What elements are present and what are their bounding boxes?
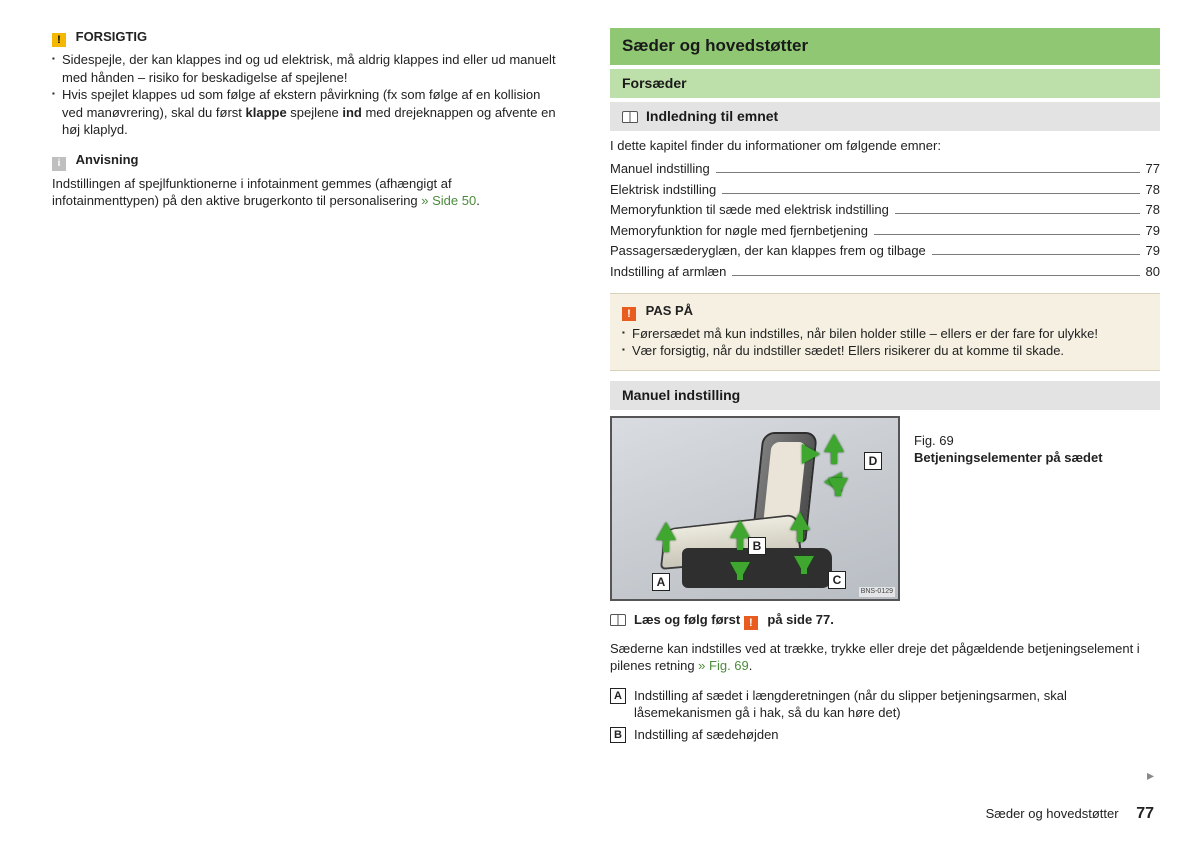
caution-b2-bold1: klappe <box>246 105 287 120</box>
danger-heading: ! PAS PÅ <box>622 302 1148 321</box>
note-label: Anvisning <box>76 152 139 167</box>
danger-label: PAS PÅ <box>646 303 693 318</box>
toc-row[interactable]: Manuel indstilling 77 <box>610 160 1160 178</box>
toc-row[interactable]: Elektrisk indstilling 78 <box>610 181 1160 199</box>
note-text-pre: Indstillingen af spejlfunktionerne i inf… <box>52 176 452 209</box>
item-key-A: A <box>610 688 626 704</box>
fig-label-D: D <box>864 452 882 470</box>
arrow-icon <box>730 562 750 580</box>
toc: I dette kapitel finder du informationer … <box>610 137 1160 281</box>
toc-row[interactable]: Memoryfunktion til sæde med elektrisk in… <box>610 201 1160 219</box>
caution-bullet-1: Sidespejle, der kan klappes ind og ud el… <box>52 51 562 86</box>
figure-caption-text: Betjeningselementer på sædet <box>914 449 1160 467</box>
toc-fill <box>716 172 1140 173</box>
toc-label: Memoryfunktion til sæde med elektrisk in… <box>610 201 889 219</box>
manual-desc-ref[interactable]: » Fig. 69 <box>698 658 749 673</box>
arrow-icon <box>802 444 820 464</box>
caution-label: FORSIGTIG <box>76 29 148 44</box>
toc-fill <box>874 234 1140 235</box>
caution-b2-mid: spejlene <box>287 105 343 120</box>
arrow-icon <box>794 556 814 574</box>
figure-caption: Fig. 69 Betjeningselementer på sædet <box>914 416 1160 601</box>
note-body: Indstillingen af spejlfunktionerne i inf… <box>52 175 562 210</box>
manual-desc: Sæderne kan indstilles ved at trække, tr… <box>610 640 1160 675</box>
footer-page-number: 77 <box>1136 805 1154 822</box>
page: ! FORSIGTIG Sidespejle, der kan klappes … <box>0 0 1200 747</box>
arrow-icon <box>790 512 810 530</box>
book-icon <box>622 111 638 123</box>
danger-bullet-2: Vær forsigtig, når du indstiller sædet! … <box>622 342 1148 360</box>
continue-icon: ▸ <box>1147 766 1154 785</box>
toc-page: 78 <box>1146 181 1160 199</box>
toc-fill <box>722 193 1139 194</box>
toc-label: Passagersæderyglæn, der kan klappes frem… <box>610 242 926 260</box>
footer-section: Sæder og hovedstøtter <box>986 806 1119 821</box>
caution-icon: ! <box>52 33 66 47</box>
danger-bullet-1: Førersædet må kun indstilles, når bilen … <box>622 325 1148 343</box>
manual-desc-post: . <box>749 658 753 673</box>
arrow-icon <box>824 434 844 452</box>
toc-label: Memoryfunktion for nøgle med fjernbetjen… <box>610 222 868 240</box>
danger-box: ! PAS PÅ Førersædet må kun indstilles, n… <box>610 293 1160 371</box>
toc-fill <box>732 275 1139 276</box>
toc-label: Manuel indstilling <box>610 160 710 178</box>
manual-desc-pre: Sæderne kan indstilles ved at trække, tr… <box>610 641 1140 674</box>
item-text-A: Indstilling af sædet i længderetningen (… <box>634 687 1160 722</box>
toc-intro: I dette kapitel finder du informationer … <box>610 137 1160 155</box>
figure-image: A B C D BNS-0129 <box>610 416 900 601</box>
intro-heading: Indledning til emnet <box>610 102 1160 131</box>
caution-bullet-2: Hvis spejlet klappes ud som følge af eks… <box>52 86 562 139</box>
toc-row[interactable]: Passagersæderyglæn, der kan klappes frem… <box>610 242 1160 260</box>
caution-b2-bold2: ind <box>342 105 362 120</box>
seat-illustration <box>652 438 832 588</box>
caution-heading: ! FORSIGTIG <box>52 28 562 47</box>
intro-heading-text: Indledning til emnet <box>646 108 778 124</box>
arrow-icon <box>730 520 750 538</box>
right-column: Sæder og hovedstøtter Forsæder Indlednin… <box>610 28 1160 747</box>
book-icon <box>610 614 626 626</box>
toc-row[interactable]: Memoryfunktion for nøgle med fjernbetjen… <box>610 222 1160 240</box>
note-heading: i Anvisning <box>52 151 562 171</box>
fig-label-A: A <box>652 573 670 591</box>
item-text-B: Indstilling af sædehøjden <box>634 726 1160 744</box>
item-row: B Indstilling af sædehøjden <box>610 726 1160 744</box>
item-row: A Indstilling af sædet i længderetningen… <box>610 687 1160 722</box>
danger-icon: ! <box>622 307 636 321</box>
toc-page: 77 <box>1146 160 1160 178</box>
section-title: Sæder og hovedstøtter <box>610 28 1160 65</box>
toc-page: 79 <box>1146 242 1160 260</box>
info-icon: i <box>52 157 66 171</box>
toc-page: 78 <box>1146 201 1160 219</box>
toc-row[interactable]: Indstilling af armlæn 80 <box>610 263 1160 281</box>
note-ref[interactable]: » Side 50 <box>421 193 476 208</box>
read-first-post: på side 77. <box>764 612 834 627</box>
arrow-icon <box>828 478 848 496</box>
figure-code: BNS-0129 <box>859 587 895 596</box>
arrow-icon <box>656 522 676 540</box>
footer: Sæder og hovedstøtter 77 <box>986 803 1154 825</box>
toc-label: Indstilling af armlæn <box>610 263 726 281</box>
note-text-post: . <box>476 193 480 208</box>
danger-icon: ! <box>744 616 758 630</box>
fig-label-B: B <box>748 537 766 555</box>
toc-page: 79 <box>1146 222 1160 240</box>
read-first: Læs og følg først ! på side 77. <box>610 611 1160 630</box>
left-column: ! FORSIGTIG Sidespejle, der kan klappes … <box>52 28 562 747</box>
section-subtitle: Forsæder <box>610 69 1160 98</box>
toc-page: 80 <box>1146 263 1160 281</box>
toc-label: Elektrisk indstilling <box>610 181 716 199</box>
manual-heading: Manuel indstilling <box>610 381 1160 410</box>
figure-block: A B C D BNS-0129 Fig. 69 Betjeningseleme… <box>610 416 1160 601</box>
read-first-pre: Læs og følg først <box>634 612 744 627</box>
toc-fill <box>895 213 1140 214</box>
figure-number: Fig. 69 <box>914 433 954 448</box>
toc-fill <box>932 254 1140 255</box>
item-key-B: B <box>610 727 626 743</box>
fig-label-C: C <box>828 571 846 589</box>
caution-body: Sidespejle, der kan klappes ind og ud el… <box>52 51 562 139</box>
